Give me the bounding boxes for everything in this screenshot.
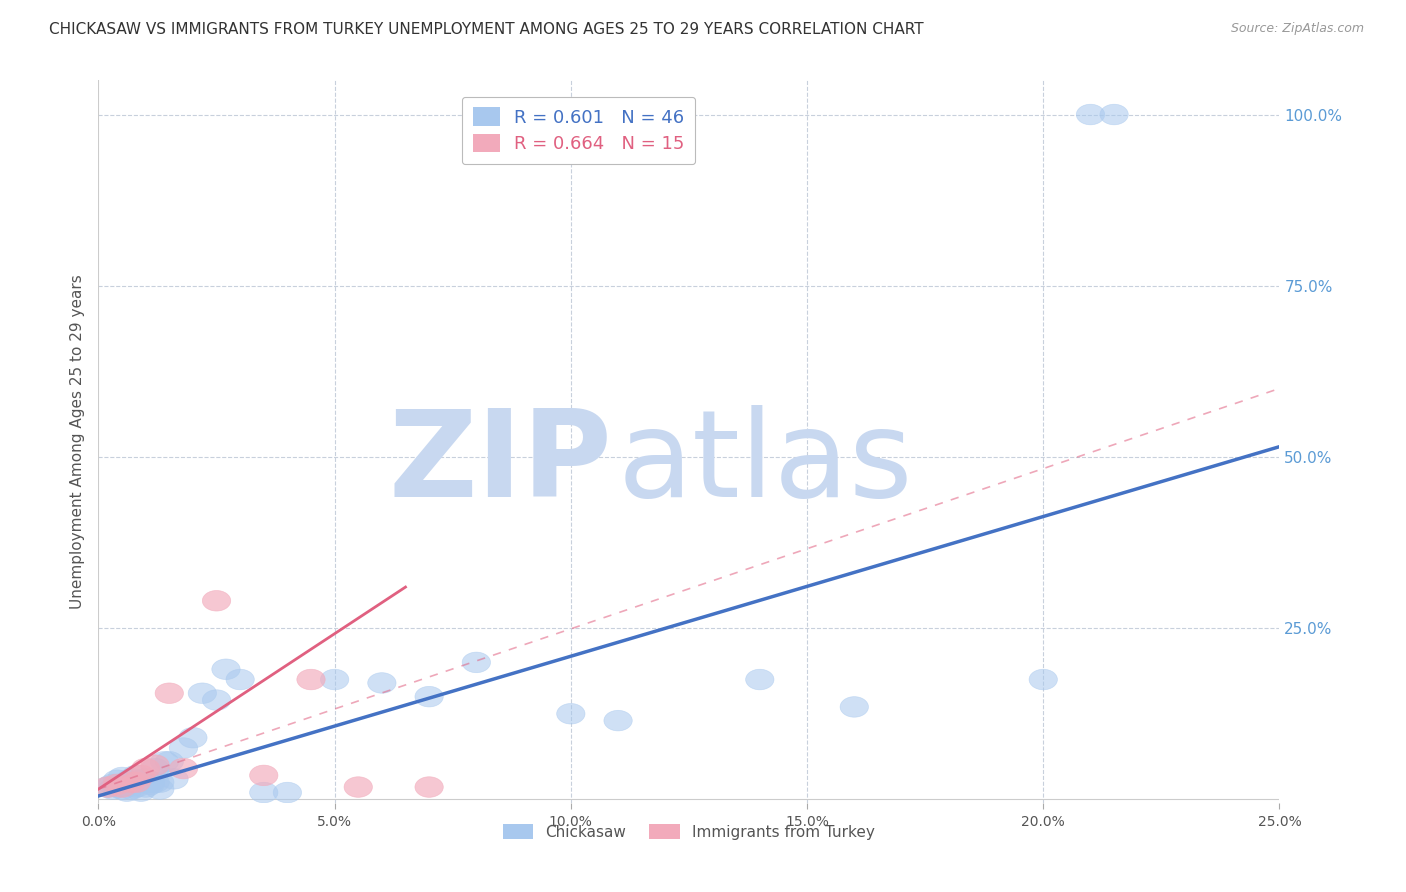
Ellipse shape [132, 769, 160, 789]
Ellipse shape [132, 777, 160, 797]
Ellipse shape [841, 697, 869, 717]
Ellipse shape [122, 777, 150, 797]
Ellipse shape [108, 777, 136, 797]
Text: ZIP: ZIP [388, 405, 612, 522]
Ellipse shape [368, 673, 396, 693]
Ellipse shape [117, 769, 146, 789]
Ellipse shape [344, 777, 373, 797]
Ellipse shape [94, 777, 122, 797]
Ellipse shape [117, 772, 146, 792]
Ellipse shape [136, 774, 165, 795]
Ellipse shape [103, 770, 132, 790]
Ellipse shape [141, 755, 169, 775]
Ellipse shape [745, 669, 773, 690]
Ellipse shape [122, 772, 150, 792]
Ellipse shape [155, 683, 183, 704]
Legend: Chickasaw, Immigrants from Turkey: Chickasaw, Immigrants from Turkey [496, 818, 882, 846]
Ellipse shape [212, 659, 240, 680]
Ellipse shape [463, 652, 491, 673]
Ellipse shape [155, 751, 183, 772]
Text: atlas: atlas [619, 405, 914, 522]
Ellipse shape [117, 775, 146, 796]
Y-axis label: Unemployment Among Ages 25 to 29 years: Unemployment Among Ages 25 to 29 years [69, 274, 84, 609]
Text: CHICKASAW VS IMMIGRANTS FROM TURKEY UNEMPLOYMENT AMONG AGES 25 TO 29 YEARS CORRE: CHICKASAW VS IMMIGRANTS FROM TURKEY UNEM… [49, 22, 924, 37]
Ellipse shape [273, 782, 301, 803]
Ellipse shape [226, 669, 254, 690]
Ellipse shape [132, 758, 160, 779]
Ellipse shape [1029, 669, 1057, 690]
Ellipse shape [202, 591, 231, 611]
Ellipse shape [127, 765, 155, 786]
Ellipse shape [108, 779, 136, 799]
Ellipse shape [321, 669, 349, 690]
Ellipse shape [112, 780, 141, 801]
Text: Source: ZipAtlas.com: Source: ZipAtlas.com [1230, 22, 1364, 36]
Ellipse shape [127, 770, 155, 790]
Ellipse shape [141, 758, 169, 779]
Ellipse shape [103, 777, 132, 797]
Ellipse shape [160, 769, 188, 789]
Ellipse shape [150, 751, 179, 772]
Ellipse shape [127, 780, 155, 801]
Ellipse shape [1077, 104, 1105, 125]
Ellipse shape [415, 777, 443, 797]
Ellipse shape [202, 690, 231, 710]
Ellipse shape [415, 686, 443, 707]
Ellipse shape [108, 767, 136, 788]
Ellipse shape [141, 772, 169, 792]
Ellipse shape [250, 765, 278, 786]
Ellipse shape [136, 772, 165, 792]
Ellipse shape [98, 774, 127, 795]
Ellipse shape [94, 777, 122, 797]
Ellipse shape [103, 774, 132, 795]
Ellipse shape [112, 772, 141, 792]
Ellipse shape [122, 765, 150, 786]
Ellipse shape [169, 738, 198, 758]
Ellipse shape [179, 728, 207, 748]
Ellipse shape [98, 779, 127, 799]
Ellipse shape [146, 772, 174, 792]
Ellipse shape [188, 683, 217, 704]
Ellipse shape [250, 782, 278, 803]
Ellipse shape [146, 779, 174, 799]
Ellipse shape [297, 669, 325, 690]
Ellipse shape [557, 704, 585, 724]
Ellipse shape [605, 710, 633, 731]
Ellipse shape [1099, 104, 1128, 125]
Ellipse shape [169, 758, 198, 779]
Ellipse shape [117, 779, 146, 799]
